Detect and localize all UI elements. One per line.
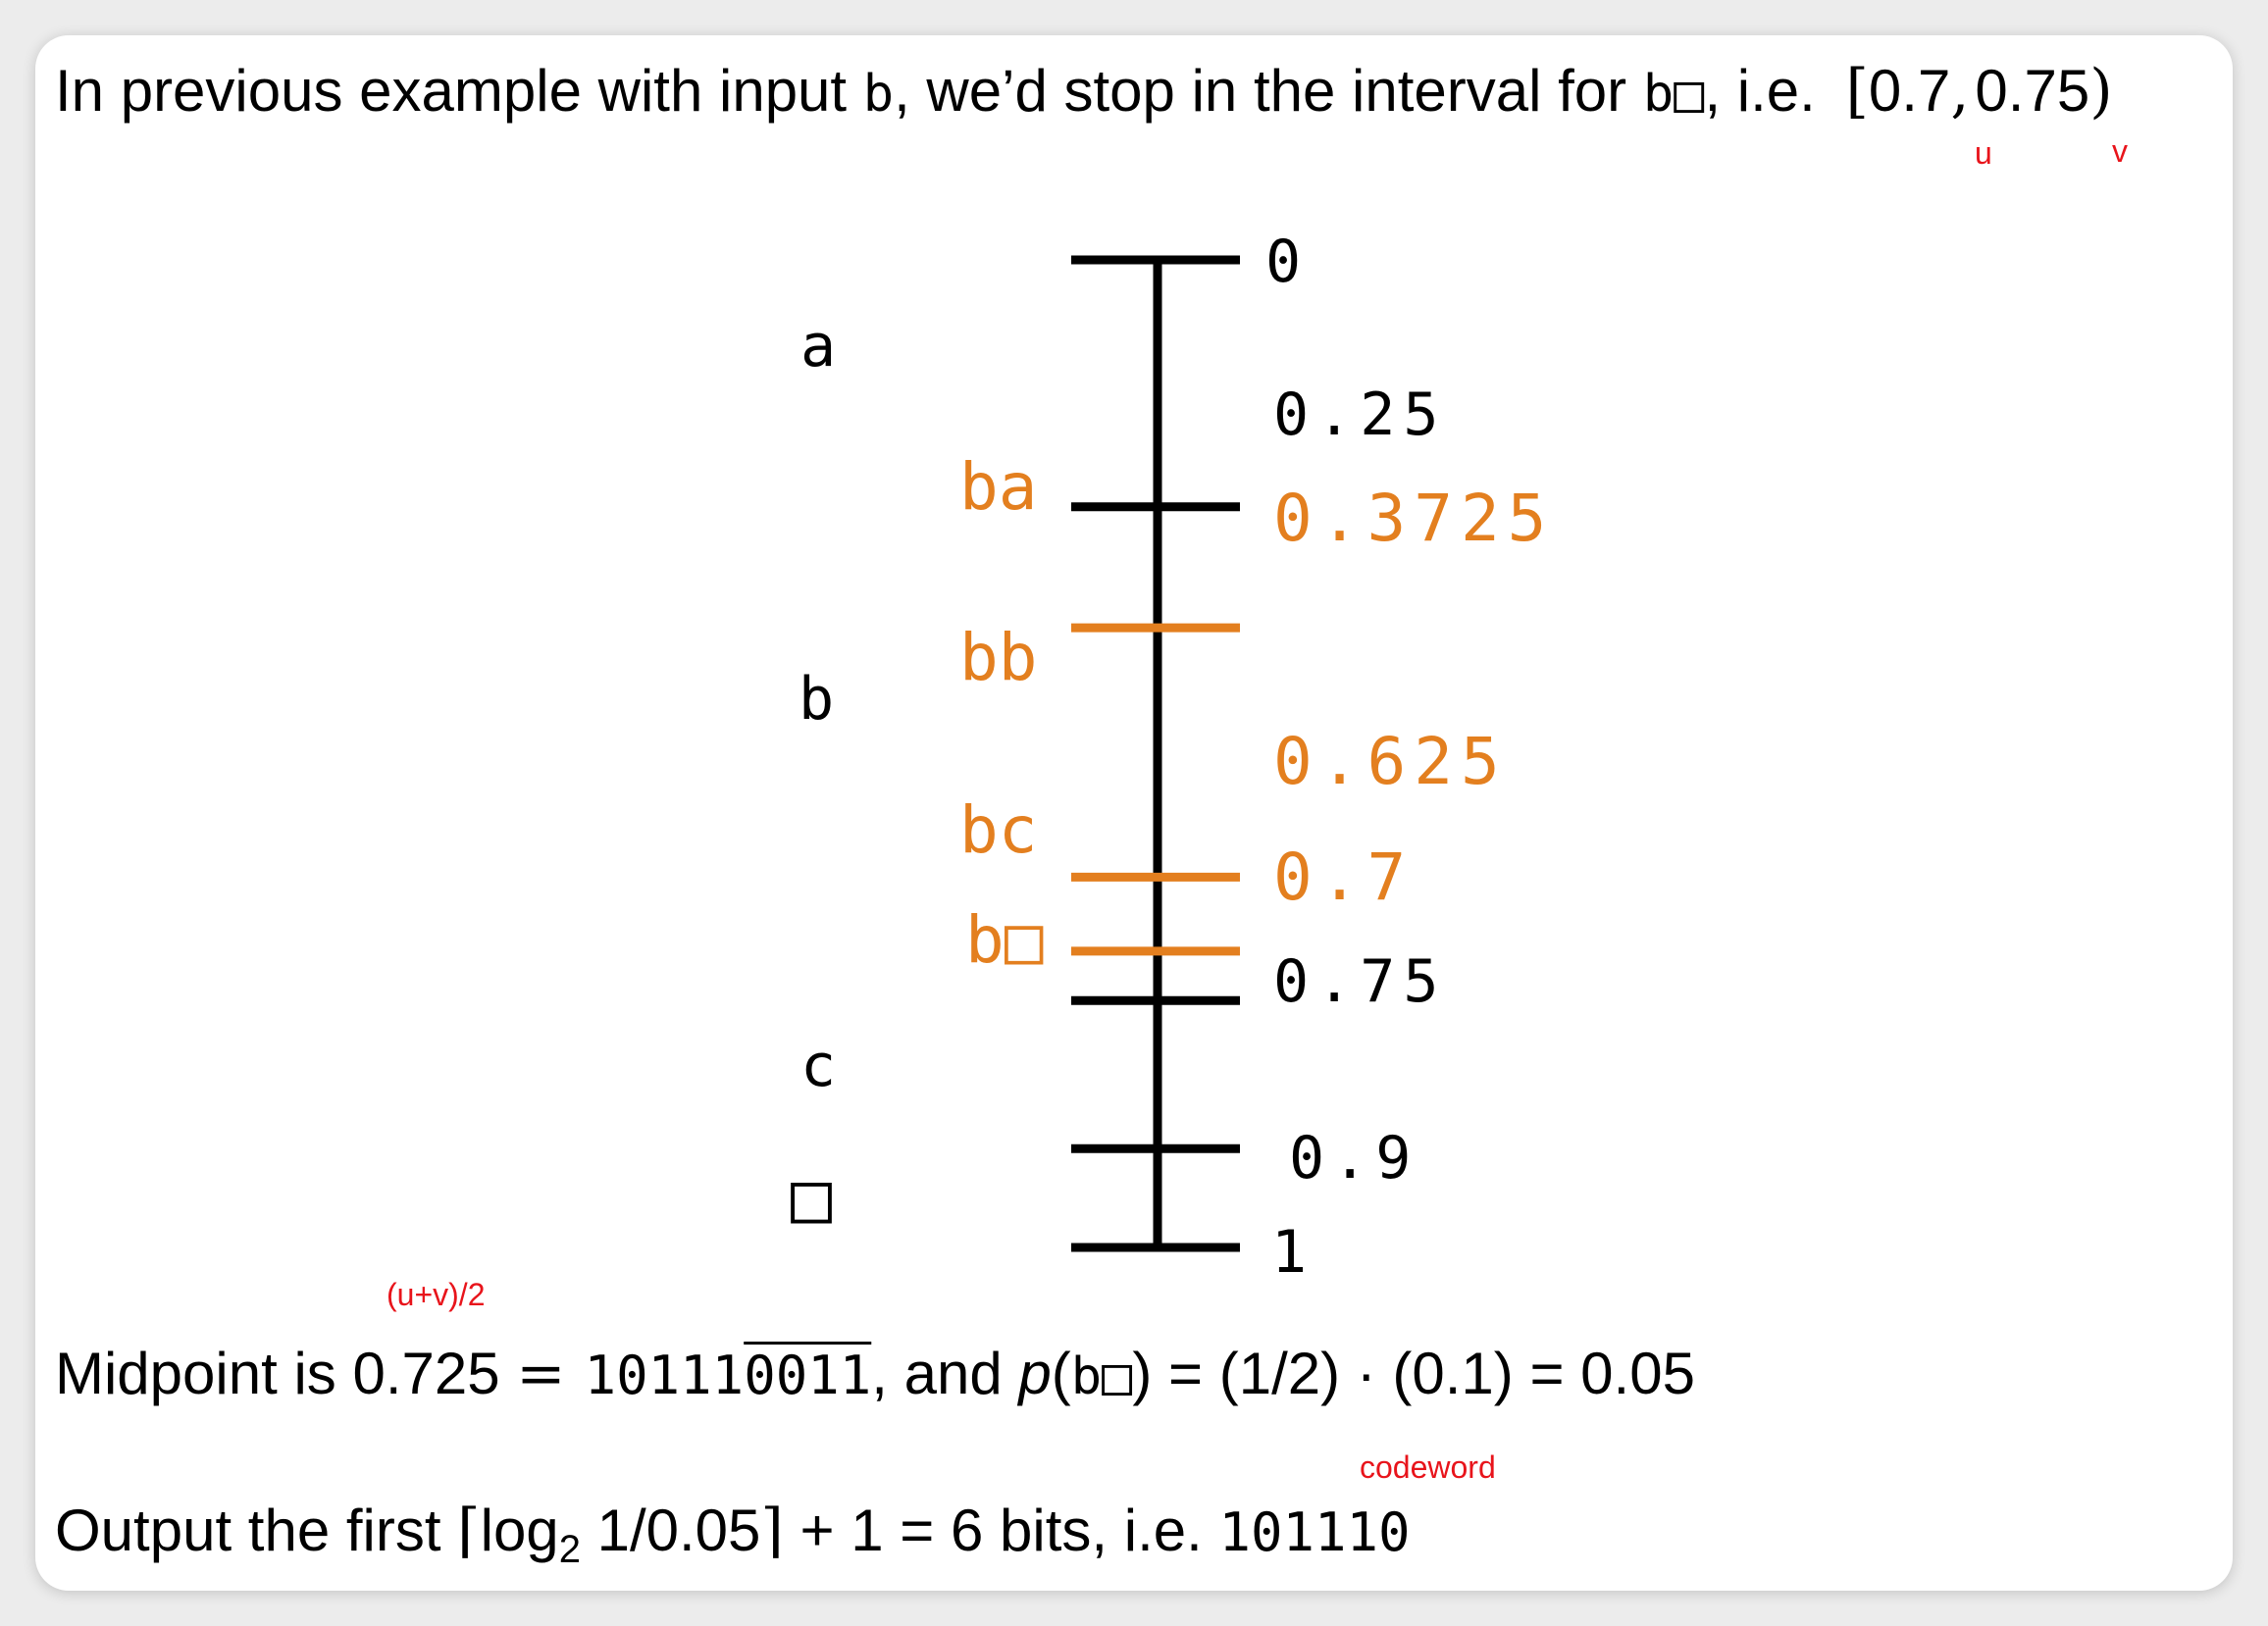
midpoint-mid: , and bbox=[871, 1341, 1019, 1406]
log-arg: 1/0.05 bbox=[580, 1498, 761, 1563]
tick-label-0.9: 0.9 bbox=[1289, 1124, 1419, 1193]
probability-symbol: b□ bbox=[1070, 1347, 1133, 1406]
output-rest: + 1 = 6 bits, i.e. bbox=[783, 1498, 1219, 1563]
header-v-value: 0.75 bbox=[1975, 58, 2090, 124]
tick-label-0: 0 bbox=[1265, 228, 1302, 296]
symbol-ba: ba bbox=[959, 449, 1038, 525]
header-prefix: In previous example with input bbox=[55, 58, 863, 124]
header-input-symbol: b bbox=[862, 65, 895, 124]
midpoint-prefix: Midpoint is 0.725 bbox=[55, 1341, 517, 1406]
tick-label-0.625: 0.625 bbox=[1273, 724, 1508, 799]
header-mid: , we’d stop in the interval for bbox=[894, 58, 1643, 124]
header-comma: , bbox=[1950, 57, 1970, 126]
tick-label-1: 1 bbox=[1271, 1218, 1308, 1287]
v-annotation: v bbox=[2112, 133, 2128, 169]
midpoint-line: Midpoint is 0.725 = 101110011, and p(b□)… bbox=[55, 1340, 1695, 1408]
symbol-a: a bbox=[800, 312, 837, 381]
header-line: In previous example with input b, we’d s… bbox=[55, 57, 2113, 126]
log-text: log bbox=[480, 1498, 559, 1563]
midpoint-binary-repeat: 0011 bbox=[744, 1345, 872, 1406]
midpoint-eq: = bbox=[516, 1340, 585, 1408]
symbol-c: c bbox=[800, 1032, 837, 1100]
symbol-end-box: □ bbox=[791, 1157, 833, 1238]
probability-close: ) bbox=[1132, 1341, 1153, 1406]
midpoint-annotation: (u+v)/2 bbox=[387, 1277, 486, 1312]
tick-label-0.7: 0.7 bbox=[1273, 839, 1415, 915]
symbol-bc: bc bbox=[959, 792, 1038, 868]
probability-open: ( bbox=[1051, 1341, 1071, 1406]
u-annotation: u bbox=[1975, 135, 1992, 171]
log-base: 2 bbox=[558, 1528, 581, 1571]
probability-rest: = (1/2) · (0.1) = 0.05 bbox=[1152, 1341, 1695, 1406]
header-interval-symbol: b□ bbox=[1642, 65, 1705, 124]
output-prefix: Output the first bbox=[55, 1498, 458, 1563]
header-interval-open: [ bbox=[1845, 57, 1869, 126]
tick-label-0.3725: 0.3725 bbox=[1273, 481, 1555, 556]
probability-p: p bbox=[1018, 1341, 1052, 1406]
tick-label-0.75: 0.75 bbox=[1273, 947, 1447, 1016]
symbol-b: b bbox=[799, 665, 835, 734]
ceil-close: ⌉ bbox=[760, 1497, 784, 1565]
ceil-open: ⌈ bbox=[457, 1497, 481, 1565]
output-line: Output the first ⌈log2 1/0.05⌉ + 1 = 6 b… bbox=[55, 1497, 1411, 1571]
symbol-b-end: b□ bbox=[965, 902, 1044, 978]
header-suffix: , i.e. bbox=[1704, 58, 1832, 124]
header-interval-close: ) bbox=[2089, 57, 2113, 126]
symbol-bb: bb bbox=[959, 620, 1038, 695]
tick-label-0.25: 0.25 bbox=[1273, 381, 1447, 449]
slide-card bbox=[35, 35, 2233, 1591]
midpoint-binary-plain: 10111 bbox=[584, 1345, 745, 1406]
codeword-annotation: codeword bbox=[1360, 1449, 1496, 1485]
header-u-value: 0.7 bbox=[1868, 58, 1951, 124]
codeword-value: 101110 bbox=[1218, 1501, 1411, 1563]
